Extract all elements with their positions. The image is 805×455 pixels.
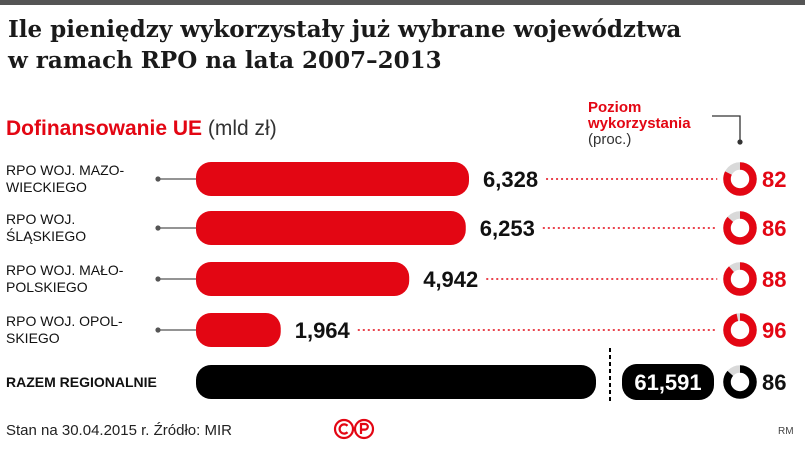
category-label: SKIEGO — [6, 330, 60, 346]
copyright-logo — [333, 418, 375, 440]
bar — [196, 211, 466, 245]
legend-funding-unit: (mld zł) — [207, 117, 277, 140]
value-label: 1,964 — [295, 318, 351, 343]
category-label: RPO WOJ. OPOL- — [6, 313, 123, 329]
top-rule — [0, 0, 805, 5]
utilization-donut — [723, 365, 757, 399]
category-leader-dot — [155, 225, 161, 231]
utilization-label: 86 — [762, 370, 786, 395]
legend-funding-label: Dofinansowanie UE — [6, 117, 203, 140]
category-label: RPO WOJ. — [6, 211, 75, 227]
category-label: RPO WOJ. MAZO- — [6, 162, 125, 178]
source-note: Stan na 30.04.2015 r. Źródło: MIR — [6, 422, 232, 439]
value-label: 6,253 — [480, 216, 535, 241]
category-label: ŚLĄSKIEGO — [6, 227, 86, 244]
value-label: 6,328 — [483, 167, 538, 192]
category-leader-dot — [155, 276, 161, 282]
legend-funding: Dofinansowanie UE (mld zł) — [6, 117, 277, 141]
legend-utilization-line-2: wykorzystania — [588, 115, 691, 132]
legend-pointer-line — [712, 115, 741, 140]
legend-pointer-dot — [737, 139, 743, 145]
legend-utilization-unit: (proc.) — [588, 131, 632, 148]
utilization-donut — [723, 211, 757, 245]
utilization-label: 88 — [762, 267, 786, 292]
utilization-label: 82 — [762, 167, 786, 192]
category-label: RPO WOJ. MAŁO- — [6, 262, 124, 278]
category-label: POLSKIEGO — [6, 279, 88, 295]
bar — [196, 262, 410, 296]
chart-title-line-1: Ile pieniędzy wykorzystały już wybrane w… — [8, 16, 682, 43]
utilization-label: 96 — [762, 318, 786, 343]
legend-utilization-line-1: Poziom — [588, 99, 642, 116]
chart-title-line-2: w ramach RPO na lata 2007–2013 — [8, 47, 442, 74]
bar — [196, 313, 281, 347]
value-label: 61,591 — [634, 370, 701, 395]
utilization-donut — [723, 162, 757, 196]
total-bar — [196, 365, 596, 399]
value-label: 4,942 — [423, 267, 478, 292]
bar — [196, 162, 469, 196]
total-value-badge — [622, 364, 714, 400]
legend-utilization: Poziom wykorzystania (proc.) — [588, 100, 738, 148]
utilization-label: 86 — [762, 216, 786, 241]
category-leader-dot — [155, 176, 161, 182]
category-leader-dot — [155, 327, 161, 333]
chart-title: Ile pieniędzy wykorzystały już wybrane w… — [8, 14, 788, 76]
utilization-donut — [723, 313, 757, 347]
author-credit: RM — [778, 426, 794, 437]
category-label: WIECKIEGO — [6, 179, 87, 195]
utilization-donut — [723, 262, 757, 296]
category-label: RAZEM REGIONALNIE — [6, 374, 157, 390]
